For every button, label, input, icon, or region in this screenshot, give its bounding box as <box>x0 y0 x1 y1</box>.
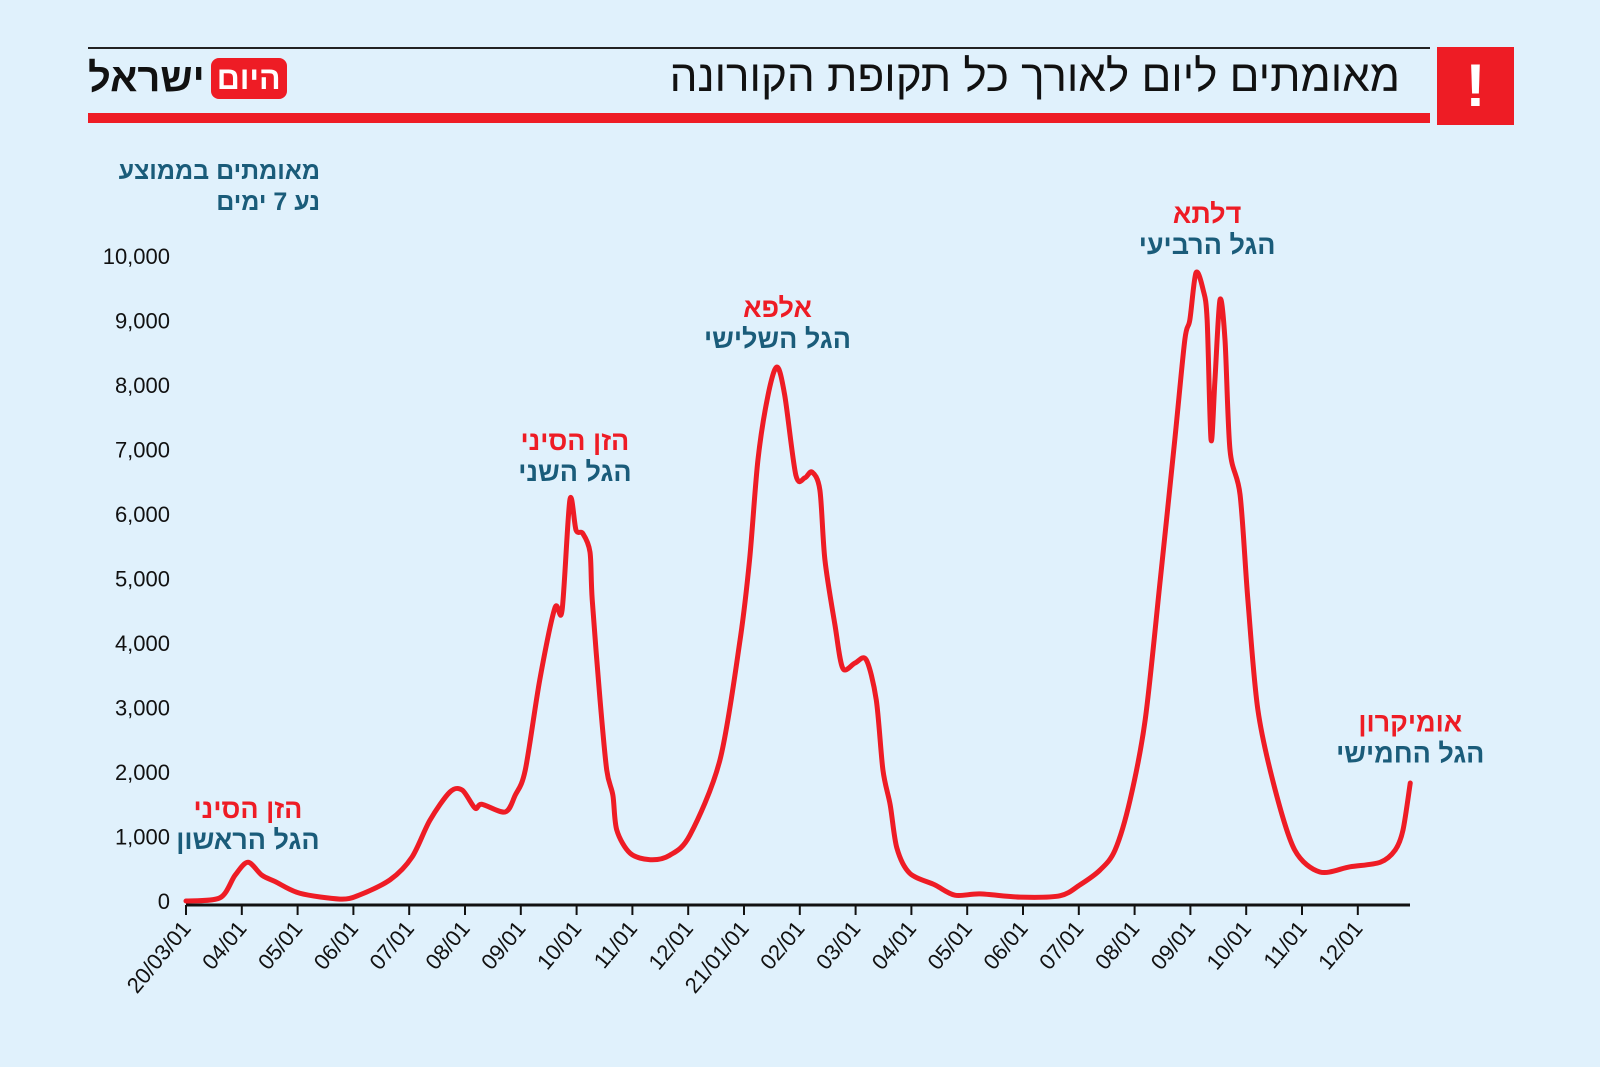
x-tick-label: 05/01 <box>253 916 308 974</box>
x-tick-label: 12/01 <box>643 916 698 974</box>
annotation-variant: אומיקרון <box>1358 708 1462 738</box>
x-tick-label: 02/01 <box>755 916 810 974</box>
y-tick-label: 0 <box>158 889 170 914</box>
x-tick-label: 07/01 <box>364 916 419 974</box>
y-tick-label: 10,000 <box>103 244 170 269</box>
y-tick-label: 6,000 <box>115 502 170 527</box>
y-tick-label: 1,000 <box>115 825 170 850</box>
annotation-wave: הגל הרביעי <box>1139 230 1276 260</box>
annotation-wave: הגל השלישי <box>704 324 851 354</box>
annotation-variant: הזן הסיני <box>521 426 630 456</box>
series-line-confirmed-cases <box>183 269 1413 904</box>
y-tick-label: 4,000 <box>115 631 170 656</box>
x-tick-label: 10/01 <box>1201 916 1256 974</box>
x-tick-label: 03/01 <box>811 916 866 974</box>
x-tick-label: 08/01 <box>420 916 475 974</box>
y-axis-label-line-2: נע 7 ימים <box>216 188 320 216</box>
x-tick-label: 20/03/01 <box>122 916 196 998</box>
annotation-variant: הזן הסיני <box>194 794 303 824</box>
y-axis-label: מאומתים בממוצע נע 7 ימים <box>90 156 320 218</box>
logo-word-israel: ישראל <box>88 56 205 100</box>
chart-title: מאומתים ליום לאורך כל תקופת הקורונה <box>669 52 1400 101</box>
x-tick-label: 11/01 <box>589 916 642 973</box>
x-tick-label: 04/01 <box>197 916 252 974</box>
x-tick-label: 08/01 <box>1090 916 1145 974</box>
y-tick-label: 8,000 <box>115 373 170 398</box>
annotation-wave: הגל הראשון <box>176 825 319 855</box>
y-tick-label: 5,000 <box>115 567 170 592</box>
header-red-bar <box>88 113 1430 123</box>
annotation-variant: אלפא <box>743 293 812 323</box>
x-tick-label: 09/01 <box>1146 916 1201 974</box>
x-tick-label: 05/01 <box>922 916 977 974</box>
header-top-rule <box>88 47 1430 49</box>
x-tick-label: 10/01 <box>532 916 587 974</box>
alert-icon: ! <box>1437 47 1514 125</box>
y-tick-label: 9,000 <box>115 309 170 334</box>
x-tick-label: 06/01 <box>978 916 1033 974</box>
annotation-variant: דלתא <box>1173 199 1241 229</box>
y-tick-label: 3,000 <box>115 696 170 721</box>
x-tick-label: 12/01 <box>1313 916 1368 974</box>
logo-word-hayom: היום <box>210 58 287 99</box>
x-tick-label: 11/01 <box>1258 916 1311 973</box>
x-tick-label: 06/01 <box>309 916 364 974</box>
y-tick-label: 7,000 <box>115 438 170 463</box>
annotation-wave: הגל השני <box>518 457 631 487</box>
y-axis-label-line-1: מאומתים בממוצע <box>118 157 320 185</box>
x-tick-label: 09/01 <box>476 916 531 974</box>
y-tick-label: 2,000 <box>115 760 170 785</box>
x-tick-label: 04/01 <box>867 916 922 974</box>
x-tick-label: 07/01 <box>1034 916 1089 974</box>
israel-hayom-logo: ישראל היום <box>88 56 287 101</box>
annotation-wave: הגל החמישי <box>1336 739 1484 769</box>
